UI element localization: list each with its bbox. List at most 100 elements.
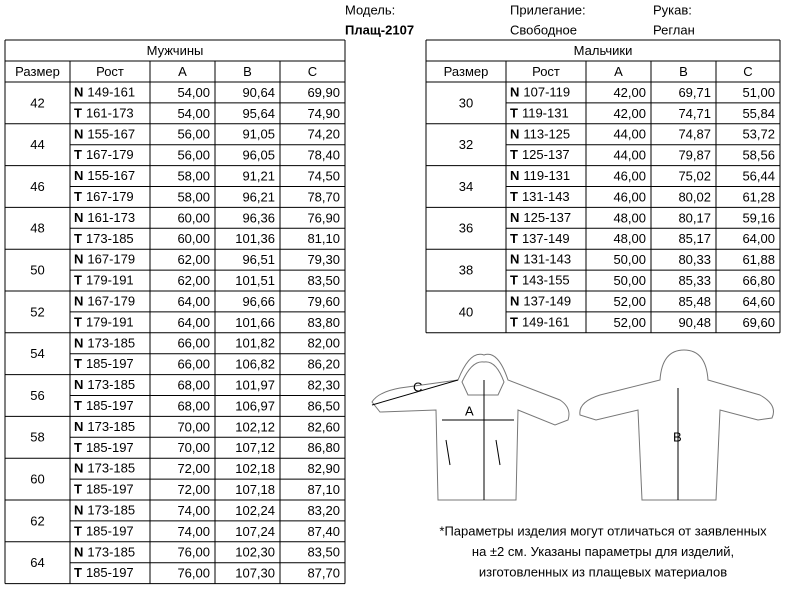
size: 48 bbox=[30, 221, 44, 236]
height-cell: T 185-197 bbox=[74, 482, 134, 497]
measure: 96,51 bbox=[242, 252, 275, 267]
label-c: C bbox=[413, 379, 422, 394]
height-type: T bbox=[74, 440, 82, 455]
height-type: N bbox=[510, 85, 519, 100]
measure: 91,21 bbox=[242, 168, 275, 183]
height-range: 185-197 bbox=[86, 524, 134, 539]
measure: 101,51 bbox=[235, 273, 275, 288]
size: 60 bbox=[30, 472, 44, 487]
table-title: Мальчики bbox=[574, 43, 633, 58]
back-jacket bbox=[579, 349, 774, 501]
column-header: Рост bbox=[96, 64, 124, 79]
measure: 85,17 bbox=[678, 231, 711, 246]
measure: 107,12 bbox=[235, 440, 275, 455]
measure: 58,00 bbox=[177, 189, 210, 204]
height-range: 185-197 bbox=[86, 566, 134, 581]
measure: 69,71 bbox=[678, 85, 711, 100]
height-type: N bbox=[510, 294, 519, 309]
height-type: T bbox=[510, 106, 518, 121]
height-type: T bbox=[74, 315, 82, 330]
height-type: T bbox=[74, 357, 82, 372]
height-range: 185-197 bbox=[86, 357, 134, 372]
height-cell: N 167-179 bbox=[74, 252, 135, 267]
height-type: N bbox=[510, 168, 519, 183]
height-range: 161-173 bbox=[86, 106, 134, 121]
height-range: 155-167 bbox=[87, 168, 135, 183]
measure: 53,72 bbox=[742, 127, 775, 142]
measure: 68,00 bbox=[177, 377, 210, 392]
height-range: 179-191 bbox=[86, 315, 134, 330]
height-cell: T 179-191 bbox=[74, 315, 134, 330]
measure: 107,24 bbox=[235, 524, 275, 539]
height-cell: T 131-143 bbox=[510, 189, 570, 204]
measure: 46,00 bbox=[613, 168, 646, 183]
measure: 83,80 bbox=[307, 315, 340, 330]
height-type: N bbox=[74, 168, 83, 183]
measure: 50,00 bbox=[613, 273, 646, 288]
height-cell: N 161-173 bbox=[74, 210, 135, 225]
height-cell: T 149-161 bbox=[510, 315, 570, 330]
height-cell: T 185-197 bbox=[74, 357, 134, 372]
model: Плащ-2107 bbox=[345, 22, 414, 37]
measure: 75,02 bbox=[678, 168, 711, 183]
measure: 101,36 bbox=[235, 231, 275, 246]
measure: 69,60 bbox=[742, 315, 775, 330]
height-range: 131-143 bbox=[523, 252, 571, 267]
measure: 42,00 bbox=[613, 85, 646, 100]
height-range: 119-131 bbox=[522, 106, 569, 121]
measure: 61,88 bbox=[742, 252, 775, 267]
measure: 70,00 bbox=[177, 440, 210, 455]
measure: 82,30 bbox=[307, 377, 340, 392]
size: 54 bbox=[30, 346, 44, 361]
height-type: T bbox=[74, 106, 82, 121]
height-range: 143-155 bbox=[522, 273, 570, 288]
height-type: N bbox=[510, 210, 519, 225]
measure: 72,00 bbox=[177, 461, 210, 476]
sleeve-label: Рукав: bbox=[653, 2, 692, 17]
measure: 87,40 bbox=[307, 524, 340, 539]
size: 30 bbox=[459, 95, 473, 110]
height-cell: N 119-131 bbox=[510, 168, 570, 183]
measure: 101,82 bbox=[235, 336, 275, 351]
measure: 78,70 bbox=[307, 189, 340, 204]
column-header: A bbox=[614, 64, 623, 79]
measure: 102,18 bbox=[235, 461, 275, 476]
measure: 74,87 bbox=[678, 127, 711, 142]
column-header: C bbox=[743, 64, 752, 79]
measure: 76,00 bbox=[177, 566, 210, 581]
height-cell: T 185-197 bbox=[74, 440, 134, 455]
measure: 46,00 bbox=[613, 189, 646, 204]
measure: 87,10 bbox=[307, 482, 340, 497]
measure: 66,80 bbox=[742, 273, 775, 288]
height-range: 167-179 bbox=[87, 252, 135, 267]
measure: 66,00 bbox=[177, 336, 210, 351]
height-type: N bbox=[74, 252, 83, 267]
height-cell: T 185-197 bbox=[74, 398, 134, 413]
measure: 96,36 bbox=[242, 210, 275, 225]
size: 40 bbox=[459, 304, 473, 319]
height-range: 125-137 bbox=[522, 148, 570, 163]
front-jacket bbox=[371, 353, 570, 501]
measure: 76,90 bbox=[307, 210, 340, 225]
measure: 56,44 bbox=[742, 168, 775, 183]
size: 64 bbox=[30, 555, 44, 570]
column-header: C bbox=[308, 64, 317, 79]
height-range: 119-131 bbox=[523, 168, 570, 183]
measure: 64,00 bbox=[742, 231, 775, 246]
measure: 83,50 bbox=[307, 545, 340, 560]
measure: 54,00 bbox=[177, 85, 210, 100]
measure: 107,18 bbox=[235, 482, 275, 497]
fit-label: Прилегание: bbox=[510, 2, 586, 17]
height-range: 161-173 bbox=[87, 210, 135, 225]
measure: 76,00 bbox=[177, 545, 210, 560]
height-type: T bbox=[74, 273, 82, 288]
sleeve: Реглан bbox=[653, 22, 695, 37]
measure: 80,17 bbox=[678, 210, 711, 225]
measure: 80,02 bbox=[678, 189, 711, 204]
height-type: T bbox=[74, 398, 82, 413]
measure: 86,20 bbox=[307, 357, 340, 372]
measure: 69,90 bbox=[307, 85, 340, 100]
height-type: T bbox=[510, 189, 518, 204]
height-cell: N 173-185 bbox=[74, 461, 135, 476]
